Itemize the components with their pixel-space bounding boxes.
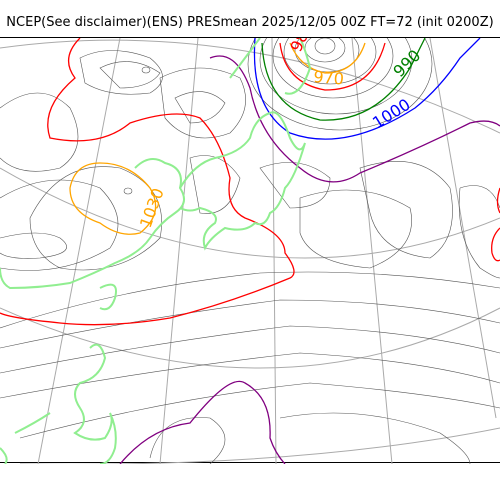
meridian (351, 37, 393, 465)
isobar-980 (279, 42, 386, 91)
isobar (259, 162, 331, 209)
parallel (0, 307, 500, 369)
isobar (458, 185, 500, 279)
isobar (149, 417, 226, 465)
label-98: 98 (286, 38, 312, 55)
isobar (19, 382, 500, 439)
pressure-map-canvas: 990 1000 970 1030 98 (0, 0, 500, 465)
isobar (0, 92, 79, 172)
key-isobars (0, 37, 500, 465)
parallel (19, 427, 500, 465)
coastline-korea (0, 158, 185, 290)
coastline-japan (179, 111, 306, 251)
isobar-1020 (0, 37, 295, 326)
isobar-970 (289, 42, 366, 74)
isobar (279, 412, 471, 465)
meridian (37, 37, 121, 465)
label-1000: 1000 (369, 95, 414, 133)
marker (141, 66, 151, 74)
isobar-1030 (69, 162, 157, 235)
coastline-islands (73, 343, 117, 465)
isobar-1010 (209, 55, 500, 183)
isobar (0, 179, 119, 271)
isobar (189, 155, 241, 214)
meridian (159, 37, 199, 465)
isobar (0, 325, 500, 374)
coastline-west (99, 283, 117, 311)
coastline-north (229, 37, 312, 95)
pressure-map: 990 1000 970 1030 98 (0, 0, 500, 465)
coastlines (0, 37, 312, 465)
marker (123, 187, 133, 195)
isobar (304, 33, 346, 63)
coastline-southwest (0, 412, 51, 465)
label-970: 970 (313, 67, 345, 89)
isobar (174, 91, 226, 124)
map-title: NCEP(See disclaimer)(ENS) PRESmean 2025/… (6, 15, 494, 30)
isobar (29, 166, 162, 271)
meridian (429, 37, 497, 419)
isobar (247, 0, 433, 131)
isobar (159, 67, 246, 139)
isobar (359, 161, 453, 259)
isobar-1010-south (119, 380, 286, 465)
isobar (0, 271, 500, 329)
isobar (99, 61, 161, 89)
isobar-1020-east (491, 187, 500, 262)
isobar (0, 352, 500, 399)
isobar-990 (261, 37, 426, 121)
isobar (0, 232, 67, 259)
meridian (271, 37, 277, 465)
isobar-1000 (253, 37, 481, 140)
isobar (314, 37, 336, 55)
isobar (299, 189, 412, 269)
isobar (0, 299, 500, 349)
isobars (0, 50, 500, 465)
parallel (0, 167, 500, 259)
isobar (79, 50, 163, 95)
